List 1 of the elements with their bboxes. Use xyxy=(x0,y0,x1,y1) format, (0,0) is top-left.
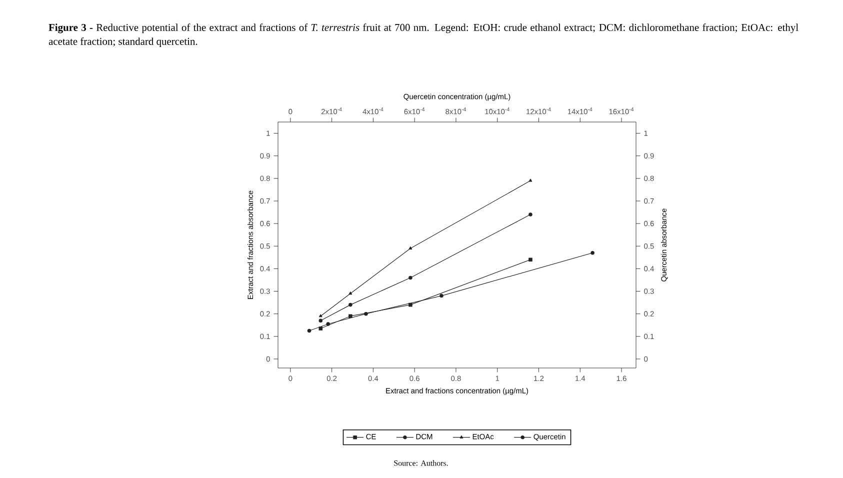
chart-title: Figure 3 - Reductive potential of the extract and fractions of T. terrestris fruit at 700 nm. Legend: EtOH: crude ethanol extract; DCM: dichloromethane fraction; EtOAc: ethyl acetate fraction; standard quercetin. xyxy=(48,24,798,48)
